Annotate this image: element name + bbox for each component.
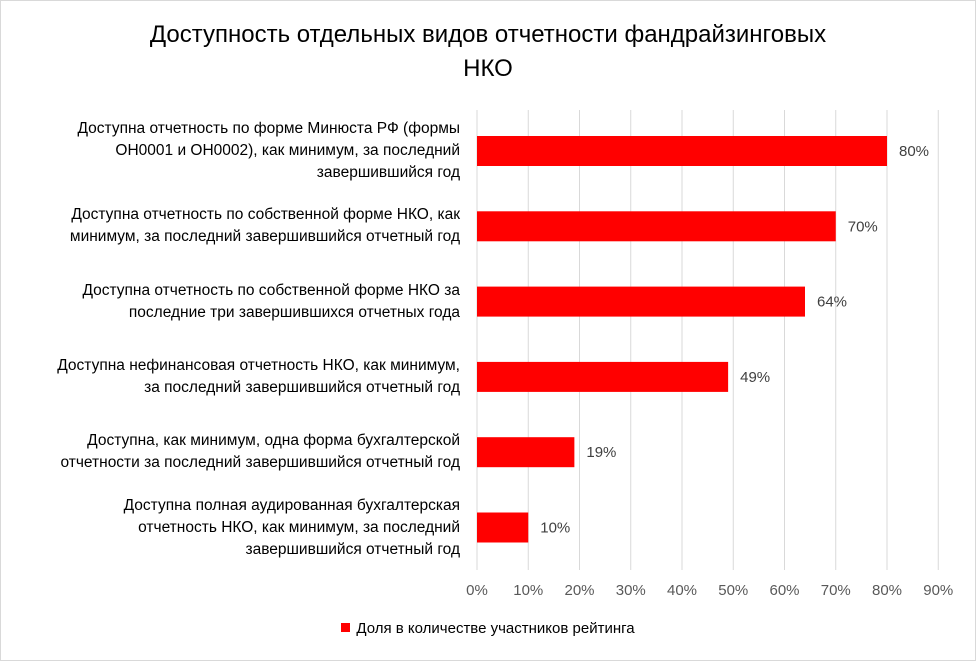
category-label-line: завершившийся отчетный год bbox=[245, 540, 460, 558]
data-label: 70% bbox=[848, 218, 878, 235]
x-tick-label: 40% bbox=[667, 582, 697, 599]
x-tick-label: 20% bbox=[564, 582, 594, 599]
x-tick-label: 10% bbox=[513, 582, 543, 599]
category-label: Доступна отчетность по форме Минюста РФ … bbox=[0, 118, 460, 184]
category-label-line: Доступна отчетность по форме Минюста РФ … bbox=[77, 120, 460, 137]
category-label-line: последние три завершившихся отчетных год… bbox=[128, 303, 460, 321]
bar bbox=[477, 512, 529, 543]
data-label: 49% bbox=[740, 369, 770, 386]
category-label-line: Доступна отчетность по собственной форме… bbox=[71, 206, 460, 224]
data-label: 80% bbox=[899, 143, 929, 160]
bar bbox=[477, 286, 805, 317]
category-label-line: Доступна полная аудированная бухгалтерск… bbox=[123, 496, 460, 514]
category-label-line: ОН0001 и ОН0002), как минимум, за послед… bbox=[115, 142, 460, 159]
bar bbox=[477, 437, 575, 468]
category-label: Доступна отчетность по собственной форме… bbox=[0, 204, 460, 248]
category-label: Доступна, как минимум, одна форма бухгал… bbox=[0, 430, 460, 474]
x-tick-label: 50% bbox=[718, 582, 748, 599]
x-tick-label: 80% bbox=[872, 582, 902, 599]
legend-label: Доля в количестве участников рейтинга bbox=[356, 620, 635, 637]
x-tick-label: 70% bbox=[821, 582, 851, 599]
category-label-line: Доступна нефинансовая отчетность НКО, ка… bbox=[57, 356, 460, 374]
legend-swatch bbox=[341, 623, 351, 632]
chart-title: Доступность отдельных видов отчетности ф… bbox=[0, 18, 976, 86]
x-tick-label: 30% bbox=[616, 582, 646, 599]
category-label-line: минимум, за последний завершившийся отче… bbox=[69, 228, 460, 246]
category-label: Доступна полная аудированная бухгалтерск… bbox=[0, 495, 460, 561]
category-label-line: отчетности за последний завершившийся от… bbox=[60, 454, 460, 472]
category-label: Доступна отчетность по собственной форме… bbox=[0, 280, 460, 324]
bar bbox=[477, 211, 836, 242]
category-label-line: отчетность НКО, как минимум, за последни… bbox=[138, 518, 460, 536]
category-label: Доступна нефинансовая отчетность НКО, ка… bbox=[0, 355, 460, 399]
category-label-line: за последний завершившийся отчетный год bbox=[144, 378, 460, 396]
x-tick-label: 0% bbox=[466, 582, 488, 599]
data-label: 10% bbox=[540, 520, 570, 537]
bar bbox=[477, 136, 887, 166]
bar bbox=[477, 361, 729, 392]
category-label-line: завершившийся год bbox=[316, 164, 460, 181]
chart-title-line-2: НКО bbox=[463, 55, 513, 82]
data-label: 19% bbox=[586, 444, 616, 461]
category-label-line: Доступна отчетность по собственной форме… bbox=[82, 281, 460, 299]
category-label-line: Доступна, как минимум, одна форма бухгал… bbox=[87, 432, 460, 450]
data-label: 64% bbox=[817, 294, 847, 311]
chart-title-line-1: Доступность отдельных видов отчетности ф… bbox=[149, 21, 827, 48]
legend: Доля в количестве участников рейтинга bbox=[0, 620, 976, 637]
x-tick-label: 60% bbox=[769, 582, 799, 599]
x-tick-label: 90% bbox=[923, 582, 953, 599]
